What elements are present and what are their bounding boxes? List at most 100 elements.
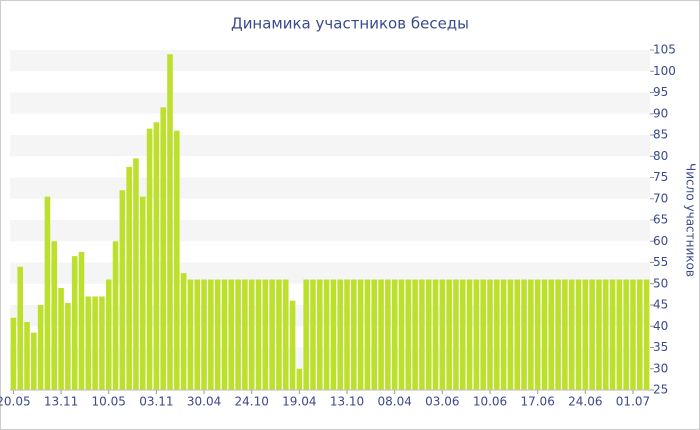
bar — [412, 279, 418, 390]
bar — [459, 279, 466, 390]
bar — [419, 279, 425, 390]
bar — [473, 279, 480, 390]
bar — [357, 279, 364, 390]
bar — [65, 302, 71, 390]
y-axis-label: Число участников — [684, 163, 698, 277]
bar — [235, 279, 241, 390]
bar — [643, 279, 650, 390]
bar — [636, 279, 643, 390]
bar — [589, 279, 595, 390]
bar — [582, 279, 589, 390]
x-tick-label: 03.06 — [425, 395, 459, 409]
y-tick-label: 30 — [653, 361, 668, 375]
bar — [541, 279, 548, 390]
bar — [201, 279, 207, 390]
x-tick-label: 17.06 — [520, 395, 554, 409]
bar — [596, 279, 602, 390]
x-tick-label: 13.11 — [44, 395, 78, 409]
grid-band — [10, 135, 650, 157]
bar — [568, 279, 575, 390]
bar — [555, 279, 561, 390]
bar — [37, 305, 44, 390]
grid-band — [10, 177, 650, 199]
bar — [105, 279, 112, 390]
bar — [119, 190, 126, 390]
bar — [282, 279, 289, 390]
bar — [153, 122, 160, 390]
y-tick-label: 70 — [653, 191, 668, 205]
bar — [310, 279, 316, 390]
bar — [602, 279, 609, 390]
bar — [514, 279, 521, 390]
bar — [466, 279, 473, 390]
y-tick-label: 50 — [653, 276, 668, 290]
bar — [616, 279, 623, 390]
bar — [480, 279, 486, 390]
bar — [344, 279, 350, 390]
bar — [453, 279, 459, 390]
bar — [500, 279, 507, 390]
bar — [208, 279, 214, 390]
bar — [255, 279, 262, 390]
bar — [630, 279, 636, 390]
bar — [180, 273, 187, 390]
bar — [160, 107, 166, 390]
bar — [85, 296, 92, 390]
y-tick-label: 60 — [653, 234, 668, 248]
bar — [112, 241, 119, 390]
bar — [24, 322, 30, 390]
bar — [398, 279, 405, 390]
bar — [194, 279, 201, 390]
bar — [167, 54, 173, 390]
bar — [262, 279, 269, 390]
bar — [405, 279, 412, 390]
x-tick-label: 10.06 — [473, 395, 507, 409]
bar — [248, 279, 255, 390]
bar — [432, 279, 439, 390]
bar — [58, 288, 64, 390]
bar — [487, 279, 493, 390]
chart-title: Динамика участников беседы — [231, 15, 469, 33]
bar — [187, 279, 194, 390]
bar — [78, 251, 85, 390]
y-tick-label: 95 — [653, 85, 668, 99]
bar — [10, 317, 17, 390]
bar — [146, 128, 153, 390]
bar — [242, 279, 248, 390]
x-tick-label: 03.11 — [139, 395, 173, 409]
x-tick-label: 24.06 — [568, 395, 602, 409]
grid-band — [10, 92, 650, 114]
bar — [521, 279, 527, 390]
x-tick-label: 13.10 — [330, 395, 364, 409]
bar — [276, 279, 282, 390]
bar — [289, 300, 296, 390]
bar — [316, 279, 323, 390]
y-tick-label: 75 — [653, 170, 668, 184]
y-tick-label: 45 — [653, 298, 668, 312]
bar — [17, 266, 24, 390]
y-tick-label: 105 — [653, 43, 676, 57]
x-tick-label: 30.04 — [187, 395, 221, 409]
x-tick-label: 10.05 — [92, 395, 126, 409]
bar — [534, 279, 541, 390]
bar — [494, 279, 500, 390]
bar — [446, 279, 452, 390]
bar — [44, 196, 51, 390]
bar — [92, 296, 98, 390]
x-tick-label: 08.04 — [378, 395, 412, 409]
bar — [364, 279, 371, 390]
bar — [133, 158, 139, 390]
y-tick-label: 40 — [653, 319, 668, 333]
bar — [330, 279, 337, 390]
bar — [425, 279, 432, 390]
x-tick-label: 24.10 — [235, 395, 269, 409]
bar — [378, 279, 384, 390]
bar — [528, 279, 534, 390]
y-tick-label: 100 — [653, 64, 676, 78]
bar — [351, 279, 357, 390]
bar — [609, 279, 616, 390]
y-tick-label: 35 — [653, 340, 668, 354]
bar — [99, 296, 105, 390]
y-tick-label: 55 — [653, 255, 668, 269]
